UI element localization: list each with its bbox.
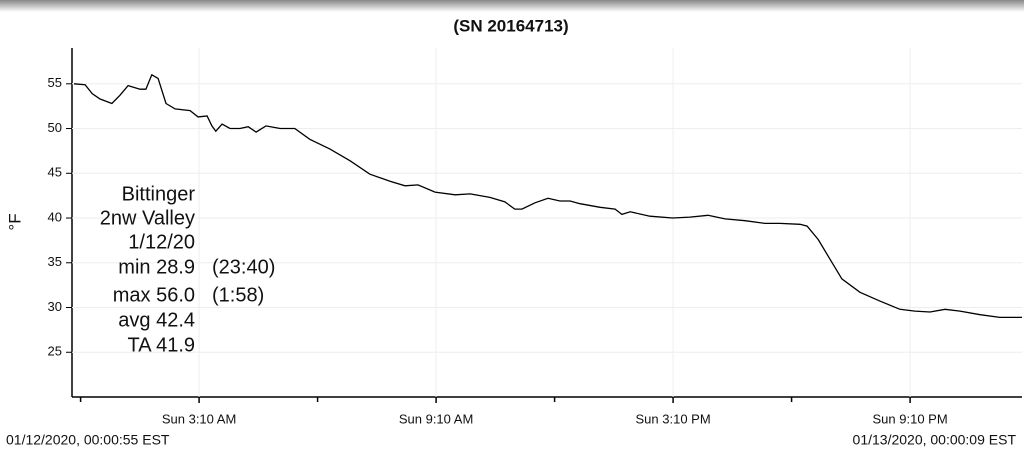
chart-title: (SN 20164713) (453, 16, 568, 35)
x-tick-label: Sun 3:10 PM (636, 411, 711, 426)
annotation-line: avg 42.4 (118, 309, 195, 331)
x-tick-label: Sun 3:10 AM (162, 411, 236, 426)
annotation-time: (23:40) (212, 256, 275, 278)
y-tick-label: 50 (48, 120, 62, 135)
annotation-line: 2nw Valley (100, 207, 195, 229)
annotation-time: (1:58) (212, 284, 264, 306)
annotation-line: max 56.0 (113, 284, 195, 306)
y-tick-label: 25 (48, 344, 62, 359)
y-tick-label: 40 (48, 209, 62, 224)
annotation-line: 1/12/20 (128, 231, 195, 253)
top-shadow (0, 0, 1024, 12)
end-time: 01/13/2020, 00:00:09 EST (853, 432, 1017, 448)
y-tick-label: 30 (48, 299, 62, 314)
y-tick-label: 35 (48, 254, 62, 269)
y-tick-label: 45 (48, 165, 62, 180)
x-tick-label: Sun 9:10 AM (399, 411, 473, 426)
temperature-line (73, 73, 1022, 319)
x-tick-label: Sun 9:10 PM (873, 411, 948, 426)
annotation-line: TA 41.9 (128, 334, 195, 356)
annotation-line: Bittinger (122, 183, 196, 205)
y-axis-label: °F (5, 213, 24, 230)
annotation-line: min 28.9 (118, 256, 195, 278)
y-tick-label: 55 (48, 75, 62, 90)
start-time: 01/12/2020, 00:00:55 EST (6, 432, 170, 448)
